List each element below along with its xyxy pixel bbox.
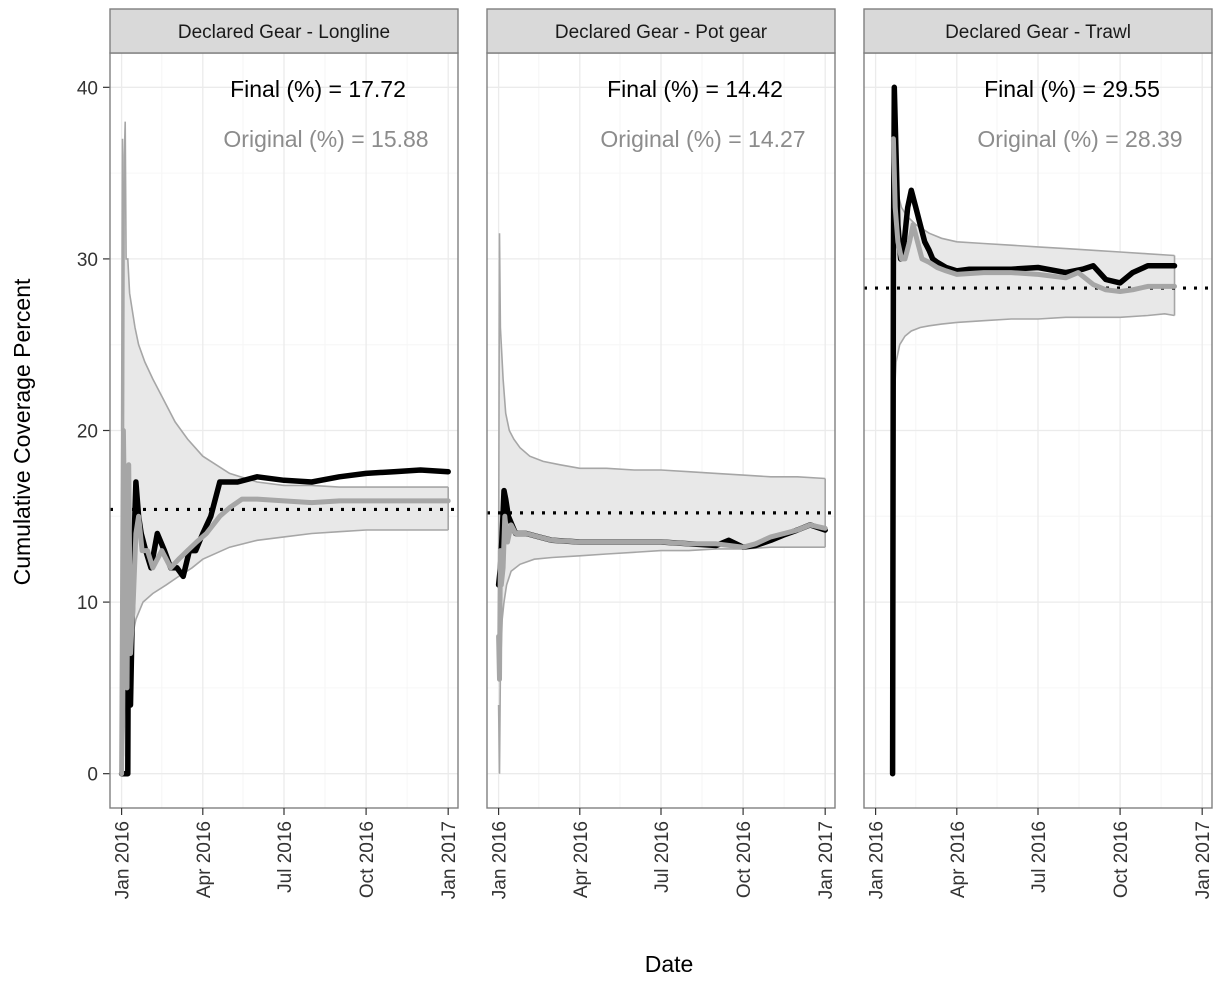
panel-grid xyxy=(110,53,458,808)
x-axis-label: Date xyxy=(645,951,694,977)
facet-panels: Final (%) = 17.72 Original (%) = 15.88 Dec… xyxy=(109,8,1214,899)
facet-strip xyxy=(109,8,459,54)
y-tick-label: 30 xyxy=(77,250,98,271)
x-tick-label: Jan 2016 xyxy=(867,821,888,899)
band-lower-line xyxy=(891,312,1175,431)
facet-panel: Final (%) = 14.42 Original (%) = 14.27 Dec… xyxy=(486,8,837,899)
x-tick-label: Apr 2016 xyxy=(948,821,969,898)
facet-strip xyxy=(863,8,1213,54)
band-upper-line xyxy=(120,121,449,488)
y-tick-label: 40 xyxy=(77,78,98,99)
x-tick-label: Jan 2016 xyxy=(490,821,511,899)
y-tick-label: 20 xyxy=(77,422,98,443)
x-tick-label: Oct 2016 xyxy=(734,821,755,898)
facet-strip-label: Declared Gear - Pot gear xyxy=(555,22,768,43)
original-percent-label: Original (%) = 28.39 xyxy=(977,126,1182,152)
x-tick-label: Jan 2017 xyxy=(1193,821,1214,899)
facet-strip-label: Declared Gear - Longline xyxy=(178,22,390,43)
confidence-band xyxy=(121,121,449,774)
final-series-line xyxy=(118,467,451,777)
panel-grid xyxy=(487,53,835,808)
x-tick-label: Oct 2016 xyxy=(1111,821,1132,898)
x-tick-label: Apr 2016 xyxy=(571,821,592,898)
original-percent-label: Original (%) = 14.27 xyxy=(600,126,805,152)
x-tick-label: Jul 2016 xyxy=(1029,821,1050,893)
y-axis-ticks: 0 10 20 30 40 xyxy=(77,78,110,786)
confidence-band xyxy=(498,233,826,774)
y-tick-label: 10 xyxy=(77,593,98,614)
x-tick-label: Jan 2017 xyxy=(816,821,837,899)
final-percent-label: Final (%) = 29.55 xyxy=(984,76,1160,102)
x-tick-label: Jul 2016 xyxy=(652,821,673,893)
final-percent-label: Final (%) = 14.42 xyxy=(607,76,783,102)
original-series-line xyxy=(890,136,1177,294)
final-percent-label: Final (%) = 17.72 xyxy=(230,76,406,102)
facet-strip-label: Declared Gear - Trawl xyxy=(945,22,1131,43)
x-tick-label: Jul 2016 xyxy=(275,821,296,893)
y-tick-label: 0 xyxy=(87,765,98,786)
facet-strip xyxy=(486,8,836,54)
band-upper-line xyxy=(497,233,826,568)
y-axis-label: Cumulative Coverage Percent xyxy=(9,278,35,585)
x-tick-label: Apr 2016 xyxy=(194,821,215,898)
x-tick-label: Oct 2016 xyxy=(357,821,378,898)
x-tick-label: Jan 2017 xyxy=(439,821,460,899)
facet-panel: Final (%) = 29.55 Original (%) = 28.39 Dec… xyxy=(863,8,1214,899)
original-percent-label: Original (%) = 15.88 xyxy=(223,126,428,152)
original-series-line xyxy=(119,428,451,777)
original-series-line xyxy=(496,513,828,682)
x-tick-label: Jan 2016 xyxy=(113,821,134,899)
facet-panel: Final (%) = 17.72 Original (%) = 15.88 Dec… xyxy=(109,8,460,899)
